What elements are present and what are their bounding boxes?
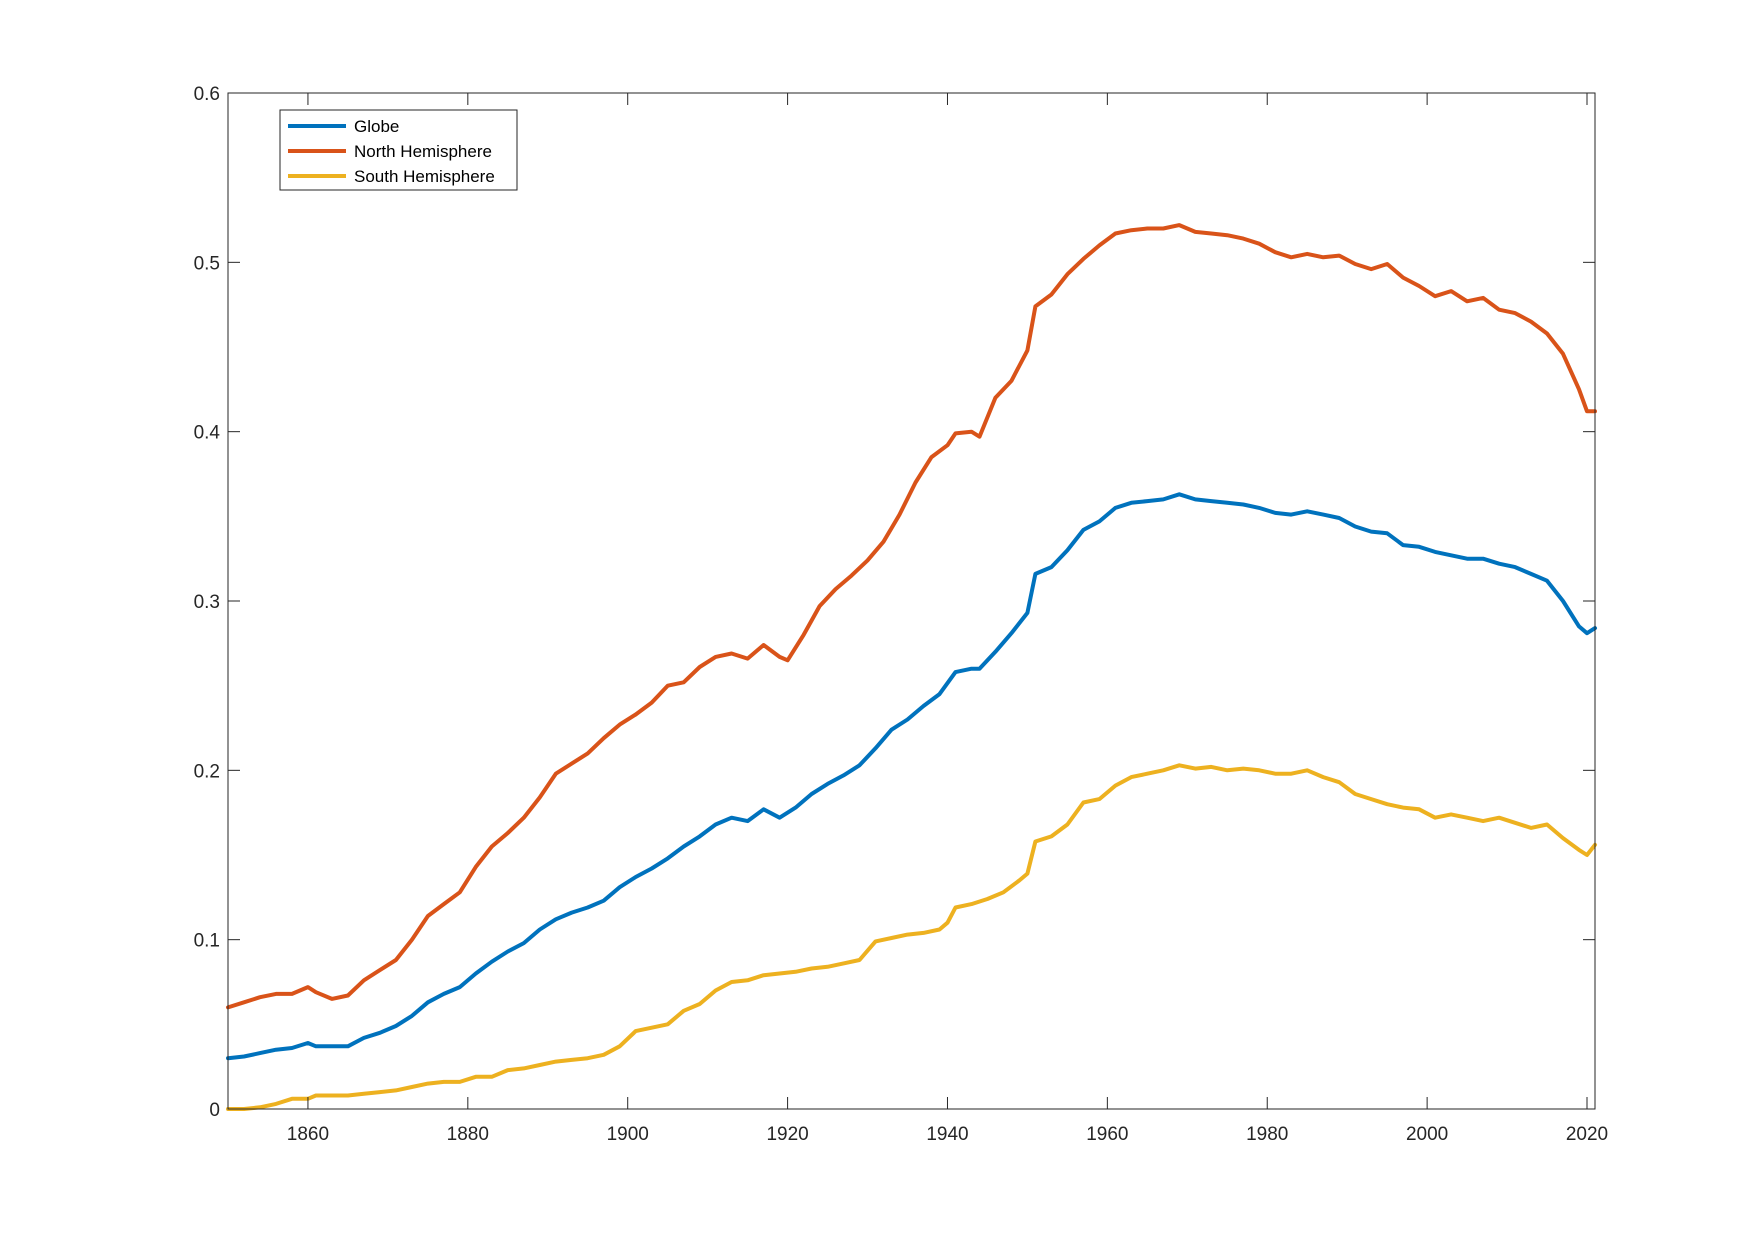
y-tick-label: 0.3: [194, 592, 220, 613]
x-tick-label: 1880: [447, 1124, 489, 1145]
x-tick-label: 1860: [287, 1124, 329, 1145]
y-tick-label: 0.6: [194, 84, 220, 105]
y-tick-label: 0.4: [194, 423, 221, 444]
y-tick-label: 0.1: [194, 931, 220, 952]
x-tick-label: 1900: [607, 1124, 649, 1145]
x-tick-label: 1980: [1246, 1124, 1288, 1145]
x-tick-label: 2000: [1406, 1124, 1448, 1145]
series-layer: [226, 223, 1597, 1111]
series-line-2: [226, 763, 1597, 1111]
legend-label-2: South Hemisphere: [354, 167, 495, 186]
legend-label-1: North Hemisphere: [354, 142, 492, 161]
plot-background: [228, 93, 1595, 1109]
x-tick-label: 1940: [926, 1124, 968, 1145]
x-tick-label: 2020: [1566, 1124, 1608, 1145]
y-tick-label: 0.2: [194, 761, 220, 782]
axes-layer: 1860 1880 1900 1920 1940 1960 1980 2000 2020 0 0.1…: [194, 84, 1609, 1145]
legend: Globe North Hemisphere South Hemisphere: [279, 109, 518, 191]
series-line-0: [226, 492, 1597, 1061]
y-tick-label: 0.5: [194, 253, 220, 274]
y-tick-label: 0: [209, 1100, 220, 1121]
series-line-1: [226, 223, 1597, 1010]
x-tick-label: 1920: [766, 1124, 808, 1145]
x-tick-label: 1960: [1086, 1124, 1128, 1145]
legend-label-0: Globe: [354, 117, 399, 136]
